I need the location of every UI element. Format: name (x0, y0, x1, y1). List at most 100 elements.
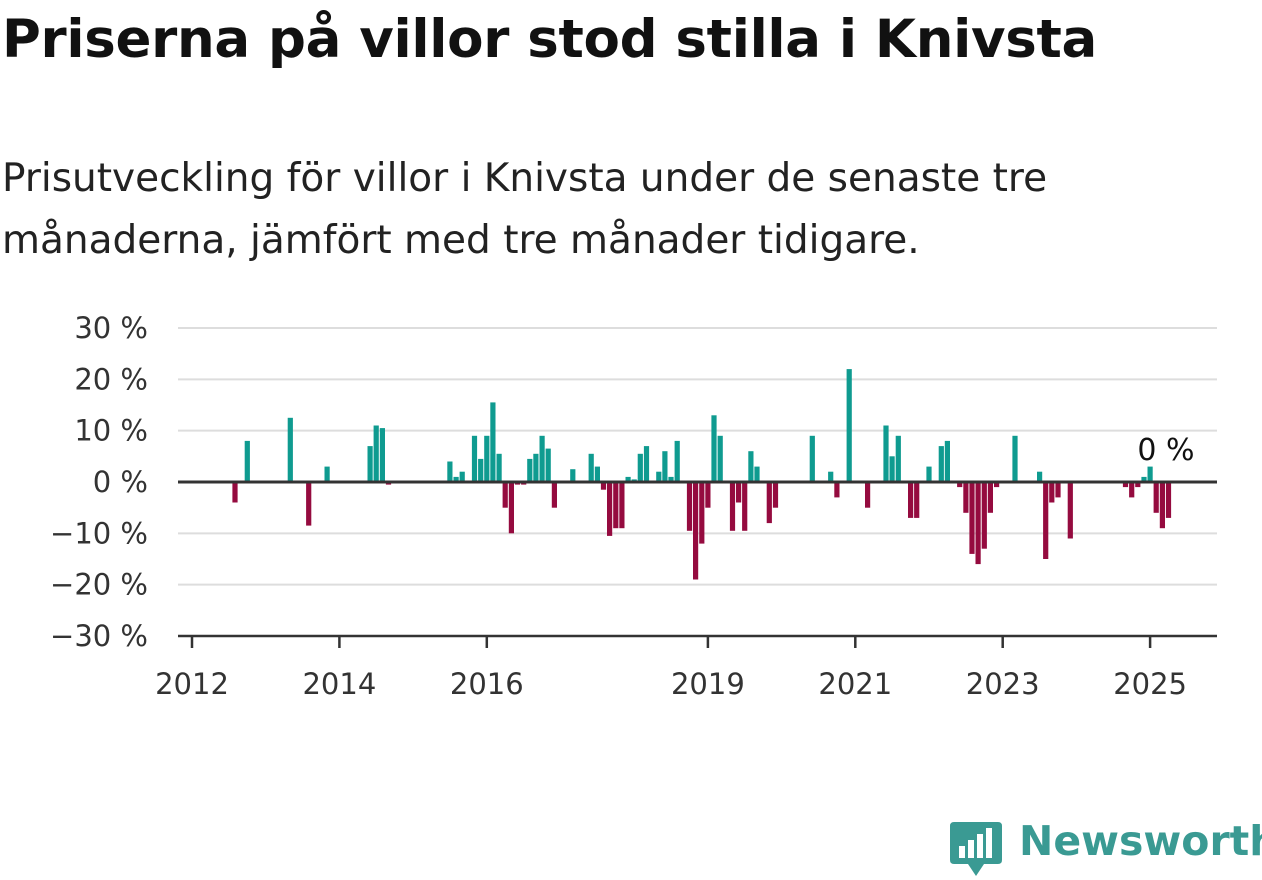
labels: 30 % 20 % 10 % 0 % −10 % −20 % −30 %2012 2014 20… (50, 311, 1198, 701)
bar (926, 466, 932, 482)
bar (306, 482, 312, 526)
bar (889, 456, 895, 482)
bar (1012, 435, 1018, 482)
bar (748, 451, 754, 482)
bar (625, 476, 631, 482)
bar (594, 466, 600, 482)
bar (693, 482, 699, 580)
bar (502, 482, 508, 508)
bar (1067, 482, 1073, 539)
bar (1037, 471, 1043, 482)
x-tick-label: 2016 (450, 667, 524, 701)
bar (742, 482, 748, 531)
bar (699, 482, 705, 544)
y-tick-label: 30 % (74, 311, 148, 345)
bar (232, 482, 238, 503)
bar (883, 425, 889, 482)
bar (637, 453, 643, 482)
bar (662, 451, 668, 482)
bar (1147, 466, 1153, 482)
bar (490, 402, 496, 482)
axes (178, 480, 1217, 648)
bar (717, 435, 723, 482)
y-tick-label: 0 % (93, 465, 148, 499)
newsworthy-logo-icon (950, 822, 1002, 876)
bar (969, 482, 975, 554)
bar (981, 482, 987, 549)
bar (1055, 482, 1061, 498)
y-tick-label: 10 % (74, 414, 148, 448)
y-tick-label: −30 % (50, 619, 148, 653)
bar (1049, 482, 1055, 503)
bar (613, 482, 619, 529)
x-tick-label: 2023 (966, 667, 1040, 701)
x-tick-label: 2012 (155, 667, 229, 701)
bar (1129, 482, 1135, 498)
bar (496, 453, 502, 482)
bar (766, 482, 772, 524)
bar (1153, 482, 1159, 513)
chart-subtitle: Prisutveckling för villor i Knivsta unde… (2, 156, 1048, 263)
bar (447, 461, 453, 482)
bar (471, 435, 478, 482)
bar (607, 482, 613, 536)
bar (533, 453, 539, 482)
bar (668, 476, 674, 482)
x-tick-label: 2025 (1113, 667, 1187, 701)
bar (656, 471, 662, 482)
bar (895, 435, 901, 482)
chart-title: Priserna på villor stod stilla i Knivsta (2, 9, 1097, 70)
y-tick-label: −20 % (50, 568, 148, 602)
y-tick-label: −10 % (50, 516, 148, 550)
last-value-label: 0 % (1137, 433, 1194, 468)
bar (508, 482, 514, 534)
bar (588, 453, 594, 482)
bar (834, 482, 840, 498)
bar (736, 482, 742, 503)
bar (1122, 482, 1129, 488)
bar (1043, 482, 1049, 559)
x-tick-label: 2019 (671, 667, 745, 701)
bar (453, 476, 459, 482)
bar (643, 446, 650, 482)
bar (674, 440, 680, 482)
bar (379, 428, 385, 482)
bars (232, 369, 1172, 580)
bar (994, 482, 1000, 488)
bar (908, 482, 914, 518)
bar (287, 417, 293, 482)
brand-name: Newsworthy (1019, 817, 1262, 865)
bar (772, 482, 779, 508)
bar (373, 425, 379, 482)
bar (539, 435, 545, 482)
bar (478, 458, 484, 482)
bar (828, 471, 834, 482)
bar (914, 482, 920, 518)
bar (963, 482, 969, 513)
x-tick-label: 2021 (818, 667, 892, 701)
x-tick-label: 2014 (302, 667, 376, 701)
bar (244, 440, 250, 482)
bar (846, 369, 852, 482)
bar (459, 471, 465, 482)
bar (865, 482, 871, 508)
bar (1135, 482, 1141, 488)
bar (975, 482, 981, 565)
bar (809, 435, 815, 482)
bar (944, 440, 950, 482)
bar (754, 466, 760, 482)
bar (484, 435, 490, 482)
bar (938, 446, 944, 482)
bar (600, 482, 607, 490)
bar (1165, 482, 1172, 518)
bar (367, 446, 373, 482)
bar (957, 482, 963, 488)
bar (987, 482, 993, 513)
bar (1141, 476, 1147, 482)
bar (705, 482, 711, 508)
bar (619, 482, 625, 529)
bar (711, 415, 717, 482)
bar (1159, 482, 1165, 529)
bar (551, 482, 557, 508)
